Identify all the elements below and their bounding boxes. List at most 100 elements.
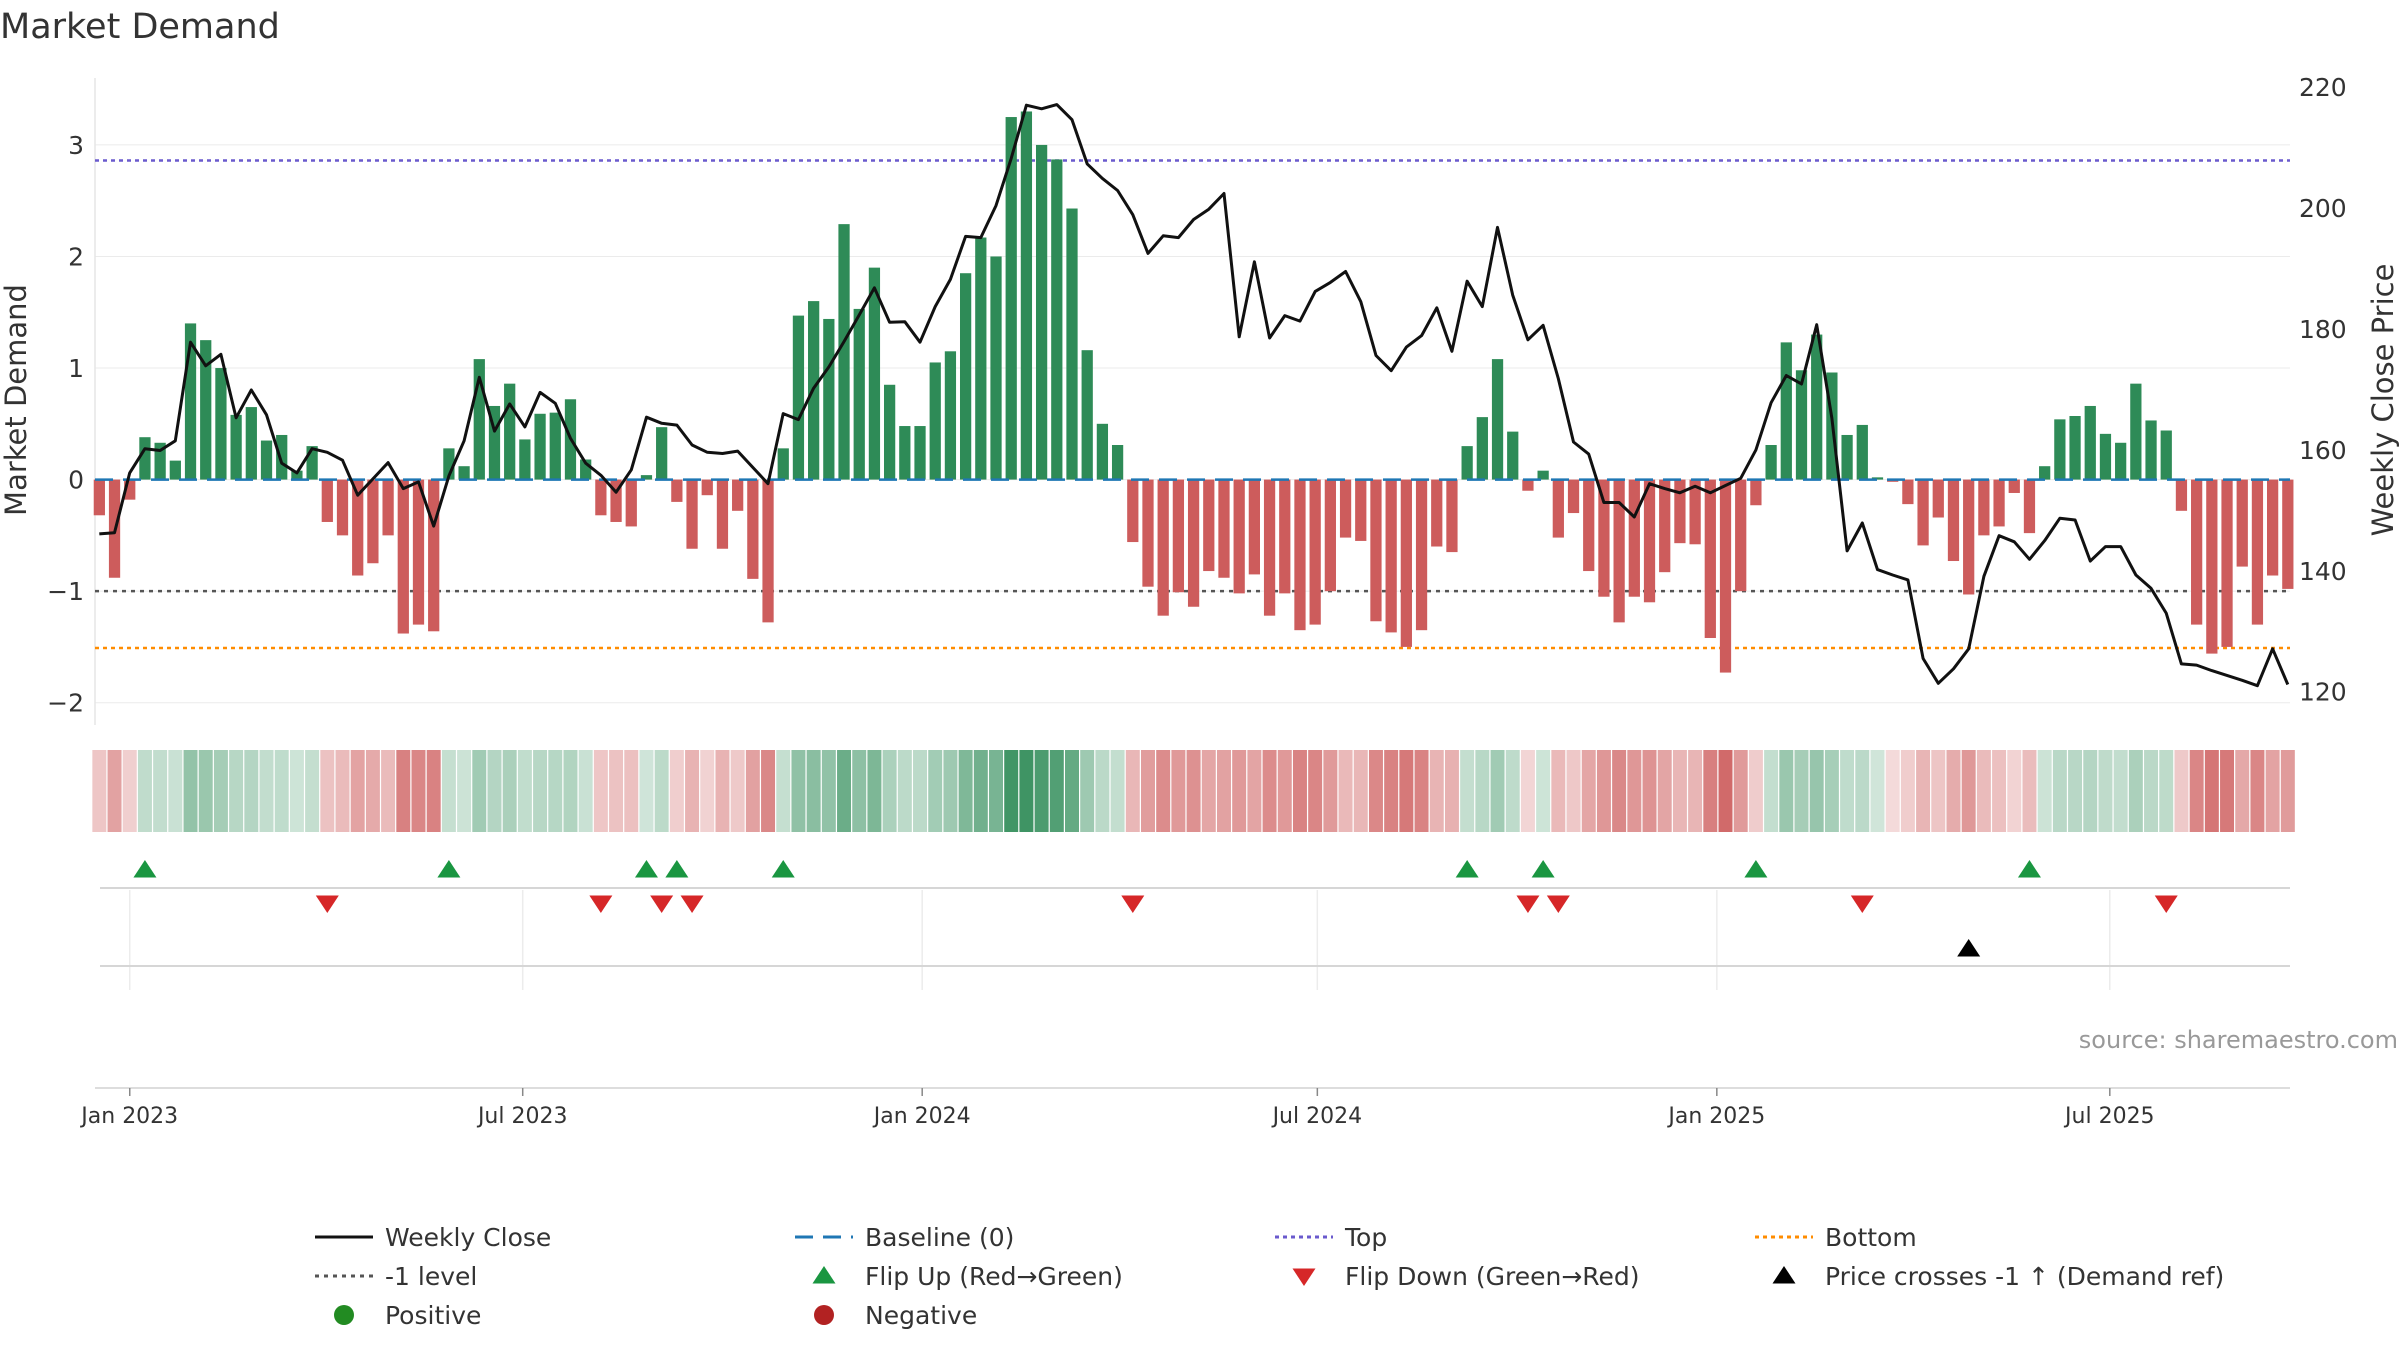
heat-cell xyxy=(244,750,259,832)
heat-cell xyxy=(1232,750,1247,832)
flip-down-marker xyxy=(1516,895,1540,913)
demand-bar xyxy=(990,256,1002,480)
y2-tick-label: 120 xyxy=(2299,678,2347,707)
heat-cell xyxy=(1642,750,1657,832)
heat-cell xyxy=(1095,750,1110,832)
demand-bar xyxy=(2236,479,2248,567)
heat-cell xyxy=(1703,750,1718,832)
heat-cell xyxy=(913,750,928,832)
demand-bar xyxy=(1339,479,1352,538)
heat-cell xyxy=(1992,750,2007,832)
demand-bar xyxy=(1583,479,1595,572)
heat-cell xyxy=(1885,750,1900,832)
heat-cell xyxy=(928,750,943,832)
heat-cell xyxy=(2083,750,2098,832)
demand-bar xyxy=(1643,479,1656,603)
demand-bar xyxy=(1233,479,1245,594)
heat-cell xyxy=(973,750,988,832)
heat-cell xyxy=(882,750,897,832)
demand-bar xyxy=(534,413,546,480)
demand-bar xyxy=(868,267,881,480)
heat-cell xyxy=(1475,750,1490,832)
heat-cell xyxy=(1657,750,1672,832)
x-tick-label: Jul 2025 xyxy=(2063,1104,2155,1129)
demand-bar xyxy=(1963,479,1975,595)
flip-up-marker xyxy=(1744,860,1768,878)
demand-bar xyxy=(959,273,972,480)
demand-bar xyxy=(184,323,197,480)
demand-bar xyxy=(2221,479,2233,647)
heat-cell xyxy=(685,750,700,832)
heat-cell xyxy=(1171,750,1186,832)
demand-bar xyxy=(1248,479,1260,575)
heat-cell xyxy=(1536,750,1551,832)
y-tick-label: 3 xyxy=(68,131,84,160)
demand-bar xyxy=(1142,479,1154,587)
heat-cell xyxy=(1429,750,1444,832)
heat-cell xyxy=(791,750,806,832)
demand-bar xyxy=(473,359,485,480)
demand-bar xyxy=(1659,479,1671,573)
heat-cell xyxy=(1292,750,1307,832)
legend-label: Top xyxy=(1344,1223,1387,1252)
demand-bar xyxy=(1172,479,1185,593)
demand-bar xyxy=(1704,479,1716,638)
demand-bar xyxy=(154,442,166,480)
demand-bar xyxy=(367,479,379,564)
heat-cell xyxy=(1764,750,1779,832)
demand-bar xyxy=(1400,479,1412,647)
demand-bar xyxy=(488,405,501,480)
heat-cell xyxy=(1308,750,1323,832)
heat-cell xyxy=(533,750,548,832)
heat-cell xyxy=(2159,750,2174,832)
legend-marker-flip-up xyxy=(812,1266,836,1284)
demand-bar xyxy=(1385,479,1397,633)
heat-cell xyxy=(1277,750,1292,832)
demand-bar xyxy=(1628,479,1640,597)
demand-bar xyxy=(1081,350,1093,480)
heat-cell xyxy=(867,750,882,832)
flip-down-marker xyxy=(315,895,339,913)
demand-bar xyxy=(762,479,774,623)
heat-cell xyxy=(1566,750,1581,832)
heat-cell xyxy=(1201,750,1216,832)
legend-label: Flip Down (Green→Red) xyxy=(1345,1262,1640,1291)
heat-cell xyxy=(2174,750,2189,832)
heat-cell xyxy=(137,750,152,832)
demand-bar xyxy=(139,437,151,480)
heat-cell xyxy=(122,750,137,832)
demand-bar xyxy=(1127,479,1139,543)
heat-cell xyxy=(715,750,730,832)
legend-label: -1 level xyxy=(385,1262,477,1291)
demand-bar xyxy=(124,479,136,500)
heat-cell xyxy=(1916,750,1931,832)
heat-cell xyxy=(2250,750,2265,832)
demand-bar xyxy=(1005,117,1017,480)
heat-cell xyxy=(1262,750,1277,832)
demand-bar xyxy=(1856,424,1868,480)
flip-down-marker xyxy=(1850,895,1874,913)
y2-axis-label: Weekly Close Price xyxy=(2366,264,2400,537)
demand-bar xyxy=(732,479,744,511)
demand-bar xyxy=(519,439,531,480)
demand-bar xyxy=(1203,479,1215,572)
heat-cell xyxy=(1870,750,1885,832)
demand-bar xyxy=(2115,442,2127,480)
heat-cell xyxy=(213,750,228,832)
y-axis-label: Market Demand xyxy=(0,284,33,516)
demand-bar xyxy=(1461,446,1473,480)
demand-bar xyxy=(1066,208,1078,480)
y2-tick-label: 160 xyxy=(2299,436,2347,465)
demand-bars xyxy=(93,111,2294,673)
demand-bar xyxy=(1780,342,1792,480)
x-tick-label: Jul 2024 xyxy=(1271,1104,1363,1129)
demand-bar xyxy=(428,479,440,632)
demand-bar xyxy=(1324,479,1336,592)
heat-cell xyxy=(411,750,426,832)
flip-up-marker xyxy=(1531,860,1555,878)
heat-cell xyxy=(350,750,365,832)
demand-bar xyxy=(352,479,364,576)
heat-cell xyxy=(305,750,320,832)
heat-cell xyxy=(1596,750,1611,832)
legend-label: Positive xyxy=(385,1301,481,1330)
